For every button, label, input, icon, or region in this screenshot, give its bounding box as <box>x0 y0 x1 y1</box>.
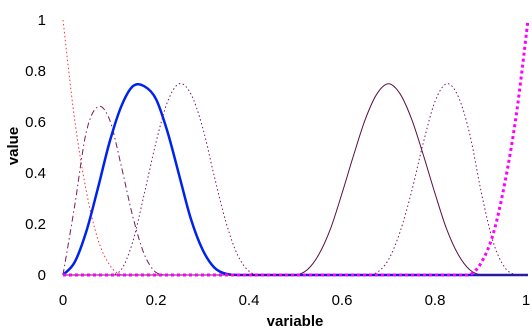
y-tick-label-2: 0.4 <box>25 165 46 182</box>
x-tick-label-1: 0.2 <box>146 292 167 309</box>
series-line-4 <box>62 83 528 276</box>
series-line-2 <box>62 105 528 276</box>
x-tick-label-5: 1 <box>522 292 530 309</box>
series-line-1 <box>62 19 528 276</box>
y-tick-label-1: 0.2 <box>25 216 46 233</box>
x-tick-label-4: 0.8 <box>425 292 446 309</box>
x-tick-labels: 0 0.2 0.4 0.6 0.8 1 <box>59 292 530 309</box>
x-tick-label-3: 0.6 <box>332 292 353 309</box>
series-layer <box>62 19 530 277</box>
y-axis-title: value <box>5 127 22 165</box>
y-tick-label-4: 0.8 <box>25 63 46 80</box>
y-tick-label-0: 0 <box>38 267 46 284</box>
series-line-7 <box>62 19 530 277</box>
series-line-3 <box>62 82 528 277</box>
y-tick-labels: 0 0.2 0.4 0.6 0.8 1 <box>25 12 46 284</box>
x-tick-label-0: 0 <box>59 292 67 309</box>
series-line-6 <box>62 83 528 276</box>
series-line-5 <box>62 83 528 276</box>
x-tick-label-2: 0.4 <box>239 292 260 309</box>
y-tick-label-3: 0.6 <box>25 114 46 131</box>
x-axis-title: variable <box>267 313 324 329</box>
y-tick-label-5: 1 <box>38 12 46 29</box>
